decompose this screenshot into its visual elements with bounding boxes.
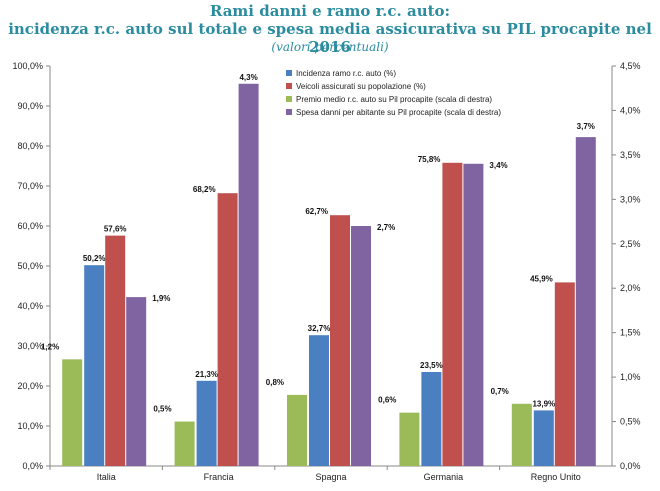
data-label: 1,2% <box>41 342 59 351</box>
data-label: 23,5% <box>420 361 443 370</box>
data-label: 57,6% <box>104 225 127 234</box>
bar-3 <box>330 215 350 466</box>
data-label: 0,5% <box>153 405 171 414</box>
bar-4 <box>575 137 596 466</box>
chart-subtitle: (valori percentuali) <box>271 40 389 54</box>
bar-2 <box>533 410 554 466</box>
bar-1 <box>287 394 307 466</box>
bar-2 <box>196 380 217 466</box>
bar-4 <box>238 83 259 467</box>
bar-4 <box>463 163 484 466</box>
data-label: 0,7% <box>491 387 509 396</box>
x-tick-label: Spagna <box>315 472 346 482</box>
bar-1 <box>62 359 83 466</box>
left-tick-label: 100,0% <box>12 61 43 71</box>
right-tick-label: 3,0% <box>620 194 641 204</box>
right-tick-label: 1,5% <box>620 328 641 338</box>
bar-3 <box>105 235 126 466</box>
bar-2 <box>309 335 329 466</box>
x-tick-label: Francia <box>204 472 234 482</box>
legend-label: Veicoli assicurati su popolazione (%) <box>296 82 426 91</box>
data-label: 1,9% <box>152 294 170 303</box>
bar-1 <box>511 403 532 466</box>
left-tick-label: 0,0% <box>22 461 43 471</box>
left-tick-label: 80,0% <box>17 141 43 151</box>
left-tick-label: 20,0% <box>17 381 43 391</box>
legend-swatch <box>286 109 292 115</box>
right-tick-label: 4,5% <box>620 61 641 71</box>
data-label: 75,8% <box>418 155 441 164</box>
legend-swatch <box>286 96 292 102</box>
left-tick-label: 60,0% <box>17 221 43 231</box>
chart-title-line1: Rami danni e ramo r.c. auto: <box>209 2 451 20</box>
bar-4 <box>351 226 371 466</box>
left-tick-label: 40,0% <box>17 301 43 311</box>
bar-2 <box>84 265 105 466</box>
right-tick-label: 1,0% <box>620 372 641 382</box>
left-tick-label: 50,0% <box>17 261 43 271</box>
legend-swatch <box>286 83 292 89</box>
data-label: 32,7% <box>308 324 331 333</box>
data-label: 50,2% <box>83 254 106 263</box>
left-tick-label: 30,0% <box>17 341 43 351</box>
right-tick-label: 2,5% <box>620 239 641 249</box>
bar-2 <box>421 372 442 466</box>
left-tick-label: 10,0% <box>17 421 43 431</box>
bar-1 <box>174 421 195 466</box>
data-label: 0,6% <box>378 396 396 405</box>
right-tick-label: 4,0% <box>620 105 641 115</box>
legend-swatch <box>286 70 292 76</box>
bar-1 <box>399 412 420 466</box>
right-tick-label: 0,0% <box>620 461 641 471</box>
chart-title-line2: incidenza r.c. auto sul totale e spesa m… <box>8 20 652 56</box>
right-tick-label: 2,0% <box>620 283 641 293</box>
legend-label: Spesa danni per abitante su Pil procapit… <box>296 108 501 117</box>
data-label: 21,3% <box>195 370 218 379</box>
right-tick-label: 0,5% <box>620 417 641 427</box>
legend-label: Premio medio r.c. auto su Pil procapite … <box>296 95 492 104</box>
data-label: 13,9% <box>532 399 555 408</box>
data-label: 68,2% <box>193 185 216 194</box>
bar-4 <box>126 297 147 466</box>
data-label: 3,7% <box>577 122 595 131</box>
left-tick-label: 90,0% <box>17 101 43 111</box>
left-tick-label: 70,0% <box>17 181 43 191</box>
bar-3 <box>554 282 575 466</box>
bar-3 <box>217 193 238 466</box>
x-tick-label: Italia <box>97 472 116 482</box>
bar-3 <box>442 162 463 467</box>
data-label: 0,8% <box>266 378 284 387</box>
data-label: 4,3% <box>239 73 257 82</box>
legend-label: Incidenza ramo r.c. auto (%) <box>296 69 396 78</box>
data-label: 2,7% <box>377 223 395 232</box>
right-tick-label: 3,5% <box>620 150 641 160</box>
x-tick-label: Regno Unito <box>531 472 581 482</box>
data-label: 45,9% <box>530 274 553 283</box>
x-tick-label: Germania <box>424 472 464 482</box>
data-label: 3,4% <box>489 161 507 170</box>
data-label: 62,7% <box>305 207 328 216</box>
